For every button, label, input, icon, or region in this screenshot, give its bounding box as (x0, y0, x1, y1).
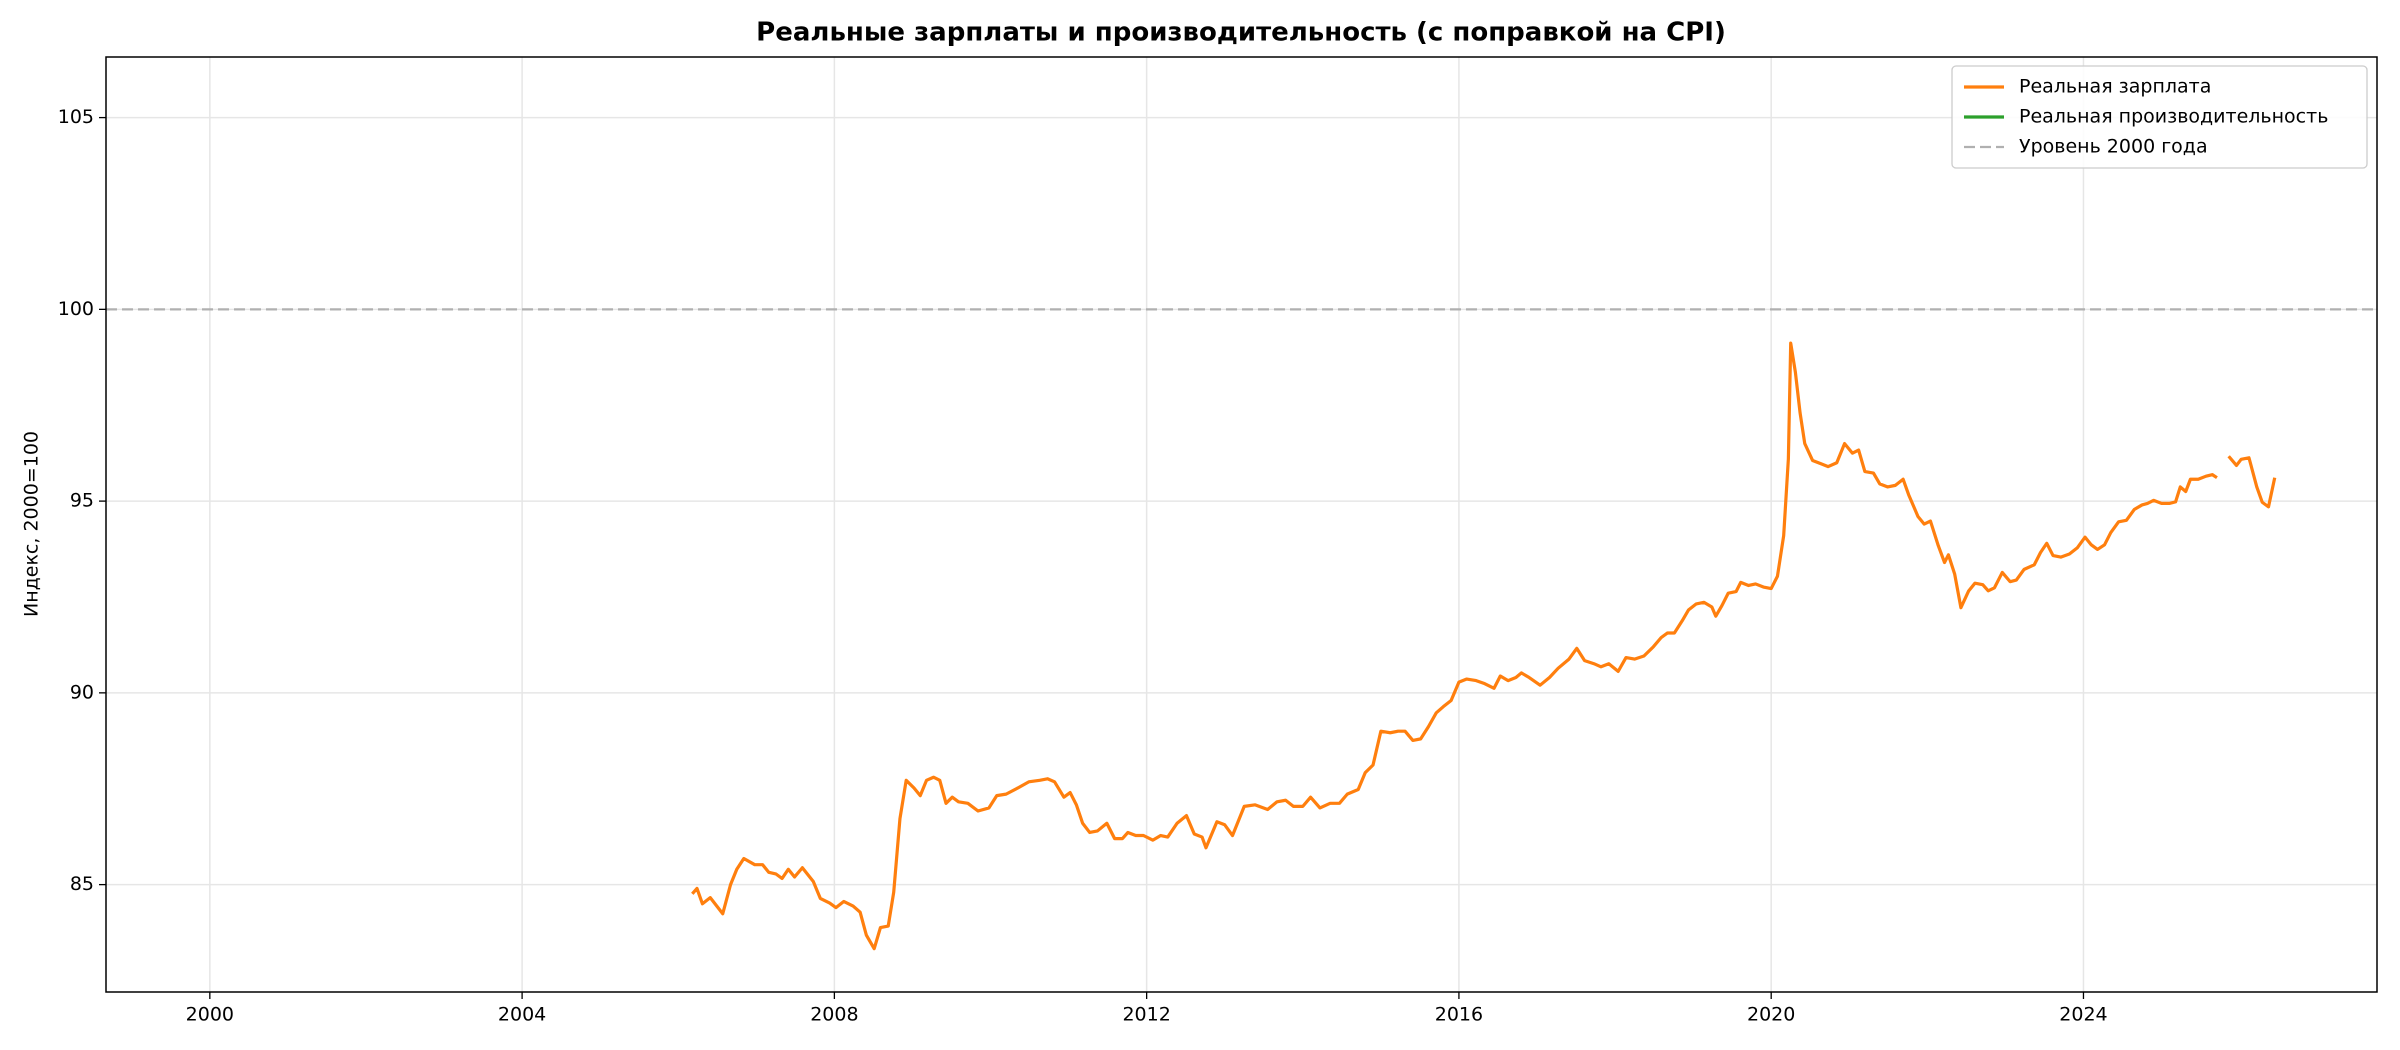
y-tick-label: 85 (70, 873, 94, 895)
x-tick-label: 2020 (1747, 1004, 1795, 1026)
y-tick-label: 90 (70, 681, 94, 703)
plot-frame (105, 56, 2378, 993)
chart-title: Реальные зарплаты и производительность (… (756, 18, 1726, 48)
series-line (691, 341, 2277, 951)
y-tick-label: 95 (70, 490, 94, 512)
x-tick-label: 2004 (498, 1004, 546, 1026)
legend-box (1951, 65, 2368, 169)
y-axis-label: Индекс, 2000=100 (21, 431, 43, 617)
legend: Реальная зарплата Реальная производительн… (1951, 65, 2368, 169)
legend-label: Реальная зарплата (2019, 76, 2211, 98)
x-tick-label: 2024 (2059, 1004, 2107, 1026)
legend-label: Реальная производительность (2019, 106, 2328, 128)
x-tick-label: 2012 (1122, 1004, 1170, 1026)
legend-label: Уровень 2000 года (2019, 136, 2208, 158)
y-tick-label: 105 (58, 106, 94, 128)
x-tick-label: 2008 (810, 1004, 858, 1026)
x-tick-label: 2016 (1435, 1004, 1483, 1026)
y-tick-label: 100 (58, 298, 94, 320)
x-tick-label: 2000 (186, 1004, 234, 1026)
